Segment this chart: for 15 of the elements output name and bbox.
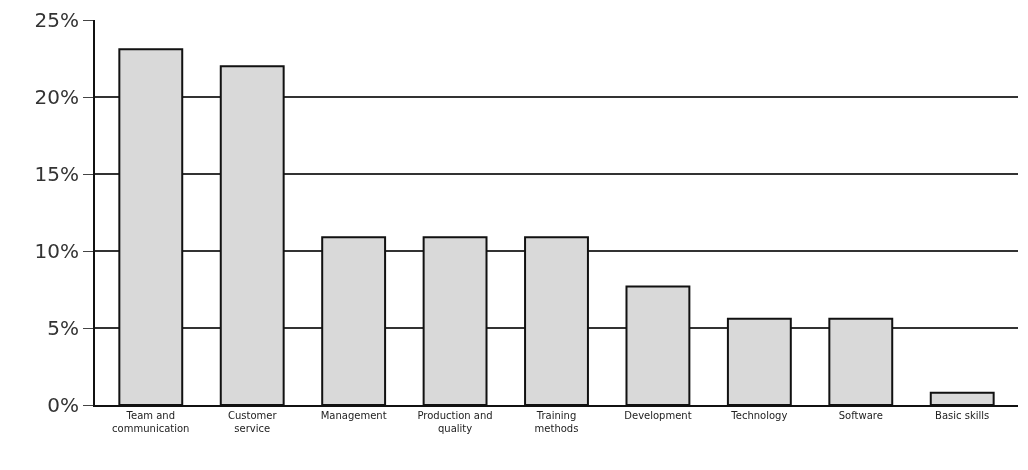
x-tick-label: Production and quality	[417, 410, 493, 434]
x-tick-label: Software	[838, 410, 883, 421]
x-tick-label: Team and communication	[112, 410, 190, 434]
x-tick-label: Basic skills	[935, 410, 990, 421]
x-tick-label: Customer service	[227, 410, 278, 434]
x-tick-label: Development	[624, 410, 692, 421]
x-tick-label: Technology	[730, 410, 788, 421]
y-tick-label: 25%	[34, 8, 79, 32]
y-tick-label: 0%	[47, 393, 79, 417]
x-tick-label: Management	[320, 410, 387, 421]
y-tick-label: 15%	[34, 162, 79, 186]
y-tick-label: 10%	[34, 239, 79, 263]
y-tick-label: 20%	[34, 85, 79, 109]
x-tick-label: Training methods	[534, 410, 579, 434]
y-tick-label: 5%	[47, 316, 79, 340]
